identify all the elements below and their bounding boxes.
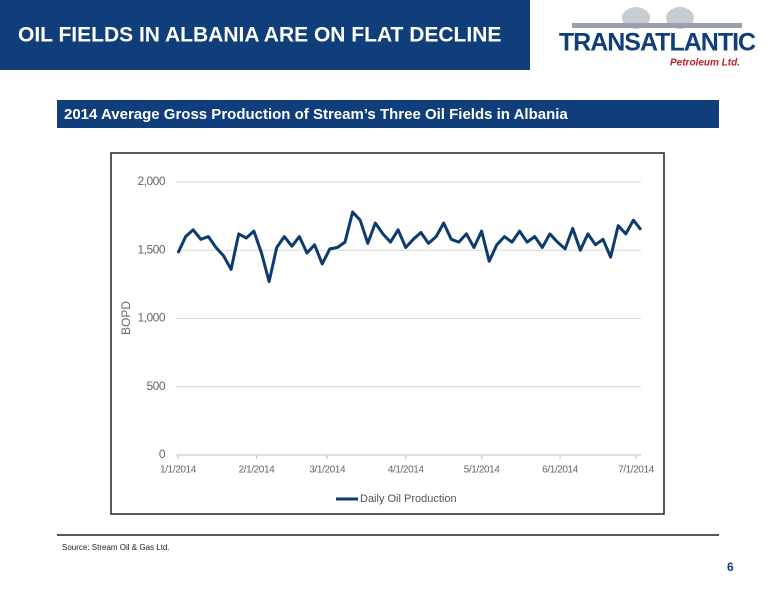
y-tick-label: 0 [159, 447, 166, 461]
x-tick-label: 2/1/2014 [239, 465, 276, 476]
logo-bar [572, 23, 742, 28]
x-tick-label: 4/1/2014 [388, 465, 425, 476]
y-tick-label: 2,000 [137, 174, 165, 188]
chart-title: 2014 Average Gross Production of Stream’… [64, 106, 568, 123]
x-tick-label: 3/1/2014 [309, 465, 346, 476]
y-tick-label: 1,000 [137, 311, 165, 325]
header-band [0, 0, 530, 70]
x-tick-label: 6/1/2014 [542, 465, 579, 476]
x-tick-label: 1/1/2014 [160, 465, 197, 476]
logo-name: TRANSATLANTIC [559, 29, 756, 57]
y-axis-label: BOPD [119, 301, 133, 335]
header-title: OIL FIELDS IN ALBANIA ARE ON FLAT DECLIN… [18, 24, 501, 47]
x-tick-label: 5/1/2014 [464, 465, 501, 476]
y-tick-label: 1,500 [137, 242, 165, 256]
data-line [176, 210, 643, 284]
y-tick-label: 500 [146, 379, 165, 393]
source: Source: Stream Oil & Gas Ltd. [62, 543, 170, 552]
logo: TRANSATLANTIC Petroleum Ltd. [559, 7, 757, 69]
x-tick-label: 7/1/2014 [618, 465, 655, 476]
page-number: 6 [727, 560, 734, 574]
chart-title-bar [57, 100, 719, 128]
chart-frame [110, 152, 665, 515]
legend-label: Daily Oil Production [360, 493, 457, 505]
logo-tagline: Petroleum Ltd. [670, 58, 740, 69]
